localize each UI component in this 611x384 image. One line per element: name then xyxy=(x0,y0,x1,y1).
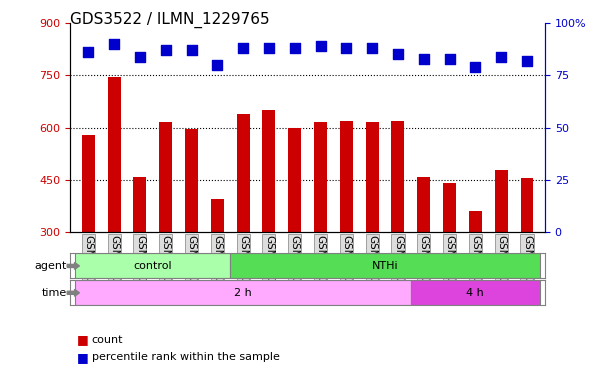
Bar xyxy=(133,177,147,337)
Bar xyxy=(75,253,230,278)
Point xyxy=(470,64,480,70)
Bar xyxy=(314,122,327,337)
Text: 2 h: 2 h xyxy=(234,288,252,298)
Point xyxy=(522,58,532,64)
Point xyxy=(161,47,170,53)
Bar xyxy=(521,178,533,337)
Bar xyxy=(230,253,540,278)
Bar xyxy=(263,110,276,337)
Bar xyxy=(340,121,353,337)
Point xyxy=(342,45,351,51)
Bar xyxy=(236,114,249,337)
Bar xyxy=(411,280,540,305)
Text: time: time xyxy=(42,288,67,298)
Point xyxy=(264,45,274,51)
Bar xyxy=(288,127,301,337)
Point xyxy=(238,45,248,51)
Point xyxy=(419,56,429,62)
Bar xyxy=(185,129,198,337)
Text: ■: ■ xyxy=(76,351,88,364)
Bar xyxy=(211,199,224,337)
Text: percentile rank within the sample: percentile rank within the sample xyxy=(92,352,279,362)
Bar xyxy=(443,184,456,337)
Text: 4 h: 4 h xyxy=(466,288,485,298)
Text: NTHi: NTHi xyxy=(371,261,398,271)
Bar xyxy=(495,170,508,337)
Text: control: control xyxy=(134,261,172,271)
Bar xyxy=(392,121,404,337)
Bar xyxy=(75,280,411,305)
Text: count: count xyxy=(92,335,123,345)
Point xyxy=(445,56,455,62)
Point xyxy=(496,53,506,60)
Text: agent: agent xyxy=(35,261,67,271)
Bar xyxy=(469,211,482,337)
Point xyxy=(316,43,326,49)
Point xyxy=(135,53,145,60)
Bar xyxy=(108,77,120,337)
Point xyxy=(109,41,119,47)
Point xyxy=(213,62,222,68)
Point xyxy=(393,51,403,58)
Text: GDS3522 / ILMN_1229765: GDS3522 / ILMN_1229765 xyxy=(70,12,270,28)
Bar xyxy=(366,122,379,337)
Bar xyxy=(82,135,95,337)
Point xyxy=(84,49,93,55)
Point xyxy=(186,47,196,53)
Bar xyxy=(417,177,430,337)
Point xyxy=(290,45,299,51)
Point xyxy=(367,45,377,51)
Text: ■: ■ xyxy=(76,333,88,346)
Bar xyxy=(159,122,172,337)
